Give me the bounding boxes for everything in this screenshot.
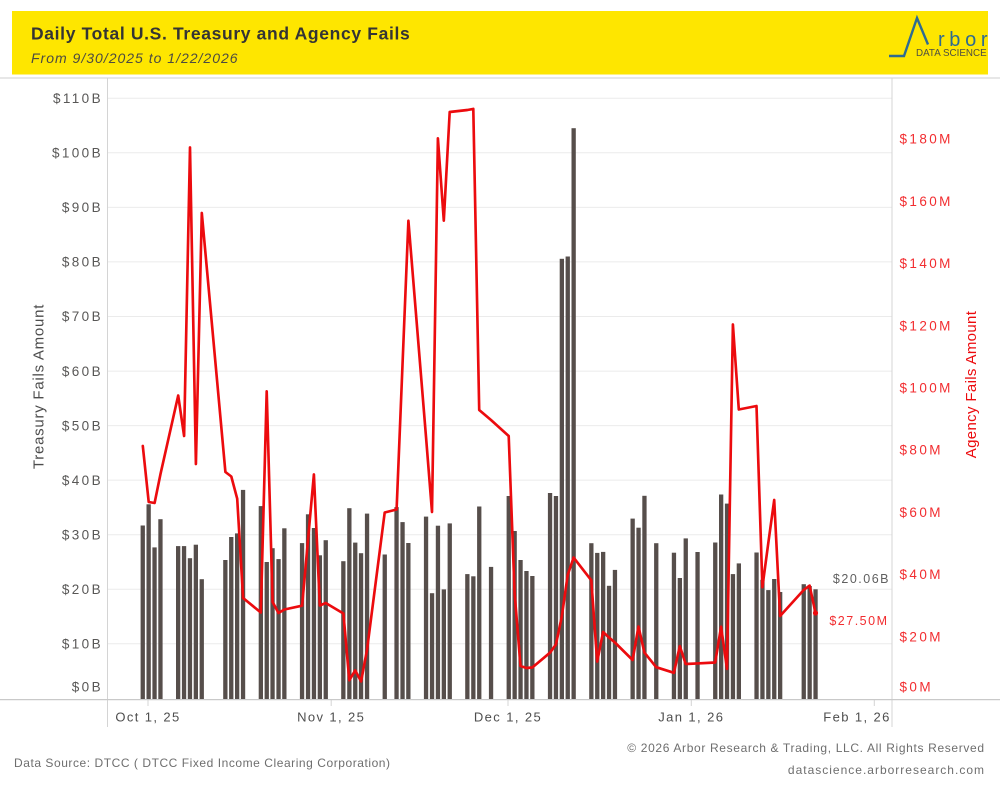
svg-text:$60M: $60M xyxy=(900,505,943,520)
svg-text:$70B: $70B xyxy=(62,309,103,324)
svg-text:Feb 1, 26: Feb 1, 26 xyxy=(823,710,891,725)
svg-text:datascience.arborresearch.com: datascience.arborresearch.com xyxy=(788,763,985,777)
svg-text:Treasury Fails Amount: Treasury Fails Amount xyxy=(31,304,48,469)
svg-text:Oct 1, 25: Oct 1, 25 xyxy=(115,710,180,725)
svg-text:$20M: $20M xyxy=(900,629,943,644)
svg-text:$90B: $90B xyxy=(62,200,103,215)
svg-text:$100M: $100M xyxy=(900,381,953,396)
svg-text:Dec 1, 25: Dec 1, 25 xyxy=(474,710,542,725)
svg-text:Jan 1, 26: Jan 1, 26 xyxy=(658,710,724,725)
svg-text:© 2026 Arbor Research & Tradin: © 2026 Arbor Research & Trading, LLC. Al… xyxy=(627,741,984,755)
svg-text:$27.50M: $27.50M xyxy=(829,614,888,628)
svg-text:DATA SCIENCE: DATA SCIENCE xyxy=(916,48,988,59)
svg-text:Data Source: DTCC ( DTCC Fixed: Data Source: DTCC ( DTCC Fixed Income Cl… xyxy=(14,756,391,770)
svg-text:$10B: $10B xyxy=(62,637,103,652)
svg-text:$160M: $160M xyxy=(900,194,953,209)
svg-text:$40B: $40B xyxy=(62,473,103,488)
svg-text:$50B: $50B xyxy=(62,418,103,433)
svg-text:From 9/30/2025 to 1/22/2026: From 9/30/2025 to 1/22/2026 xyxy=(31,50,239,66)
svg-text:$80M: $80M xyxy=(900,443,943,458)
svg-text:$110B: $110B xyxy=(53,91,103,106)
svg-text:$40M: $40M xyxy=(900,567,943,582)
svg-text:$100B: $100B xyxy=(52,146,103,161)
svg-text:$30B: $30B xyxy=(62,527,103,542)
svg-text:Nov 1, 25: Nov 1, 25 xyxy=(297,710,365,725)
svg-text:$120M: $120M xyxy=(900,318,953,333)
svg-text:$180M: $180M xyxy=(900,132,953,147)
svg-text:Daily Total U.S. Treasury and: Daily Total U.S. Treasury and Agency Fai… xyxy=(31,24,410,44)
svg-text:$20B: $20B xyxy=(62,582,103,597)
svg-text:$140M: $140M xyxy=(900,256,953,271)
svg-text:$60B: $60B xyxy=(62,364,103,379)
svg-text:$20.06B: $20.06B xyxy=(833,572,890,586)
svg-text:Agency Fails Amount: Agency Fails Amount xyxy=(963,310,980,458)
svg-text:$0M: $0M xyxy=(900,680,933,695)
svg-text:$80B: $80B xyxy=(62,255,103,270)
svg-text:$0B: $0B xyxy=(72,680,103,695)
